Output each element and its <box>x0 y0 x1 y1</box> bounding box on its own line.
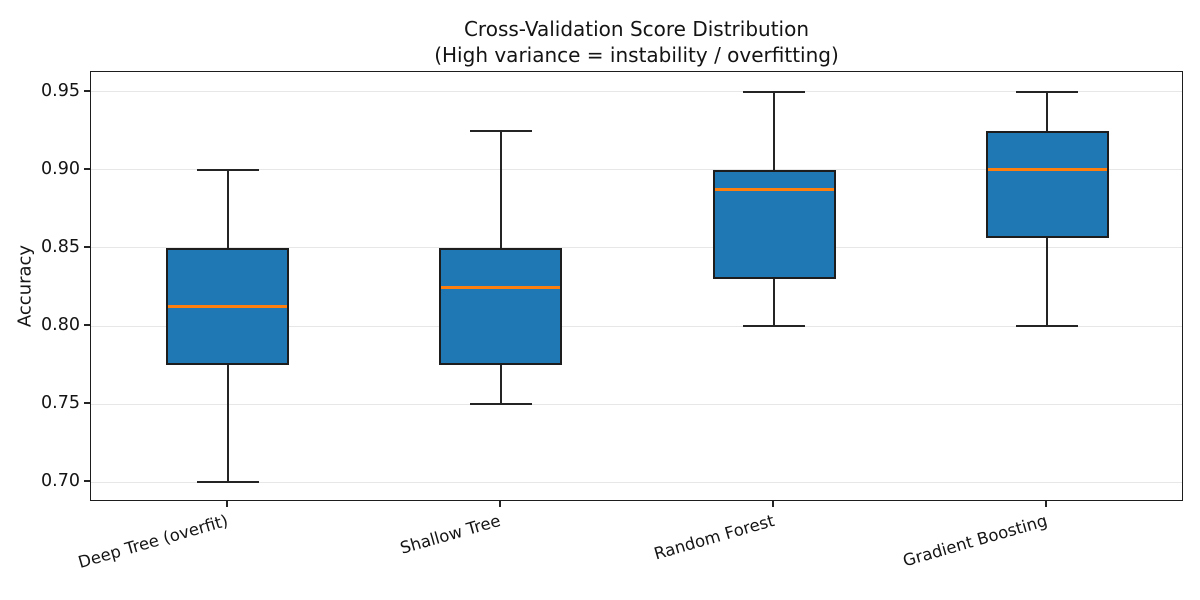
whisker-upper <box>499 130 502 248</box>
x-tick-mark <box>772 501 775 507</box>
y-tick-mark <box>84 324 90 327</box>
y-tick-label: 0.75 <box>41 393 80 414</box>
gridline <box>91 169 1182 171</box>
whisker-lower <box>1046 237 1049 327</box>
gridline <box>91 403 1182 405</box>
x-tick-label: Random Forest <box>651 511 777 564</box>
y-tick-label: 0.70 <box>41 471 80 492</box>
median-line <box>168 305 288 309</box>
whisker-cap-lower <box>469 403 532 406</box>
y-tick-mark <box>84 402 90 405</box>
chart-subtitle: (High variance = instability / overfitti… <box>434 43 839 67</box>
y-tick-mark <box>84 480 90 483</box>
box <box>712 169 836 280</box>
whisker-cap-lower <box>743 325 806 328</box>
box <box>439 247 563 366</box>
x-tick-mark <box>225 501 228 507</box>
gridline <box>91 481 1182 483</box>
whisker-cap-lower <box>196 481 259 484</box>
whisker-lower <box>226 365 229 483</box>
chart-title: Cross-Validation Score Distribution <box>463 17 810 41</box>
median-line <box>987 168 1107 172</box>
y-tick-label: 0.80 <box>41 315 80 336</box>
median-line <box>714 187 834 191</box>
whisker-cap-upper <box>196 168 259 171</box>
y-tick-label: 0.85 <box>41 236 80 257</box>
whisker-cap-lower <box>1016 325 1079 328</box>
plot-area <box>90 71 1183 501</box>
whisker-lower <box>499 365 502 405</box>
y-tick-label: 0.95 <box>41 80 80 101</box>
x-tick-mark <box>1045 501 1048 507</box>
y-tick-mark <box>84 89 90 92</box>
whisker-cap-upper <box>743 90 806 93</box>
whisker-cap-upper <box>469 129 532 132</box>
chart-title-block: Cross-Validation Score Distribution (Hig… <box>90 16 1183 68</box>
box <box>985 130 1109 238</box>
y-tick-mark <box>84 167 90 170</box>
whisker-cap-upper <box>1016 90 1079 93</box>
whisker-upper <box>773 91 776 170</box>
gridline <box>91 325 1182 327</box>
x-tick-label: Deep Tree (overfit) <box>75 511 230 572</box>
median-line <box>441 285 561 289</box>
x-tick-mark <box>498 501 501 507</box>
whisker-upper <box>1046 91 1049 131</box>
gridline <box>91 91 1182 93</box>
gridline <box>91 247 1182 249</box>
whisker-upper <box>226 169 229 248</box>
y-tick-mark <box>84 245 90 248</box>
y-tick-label: 0.90 <box>41 158 80 179</box>
x-tick-label: Shallow Tree <box>398 511 504 558</box>
x-tick-label: Gradient Boosting <box>900 511 1050 571</box>
whisker-lower <box>773 279 776 327</box>
